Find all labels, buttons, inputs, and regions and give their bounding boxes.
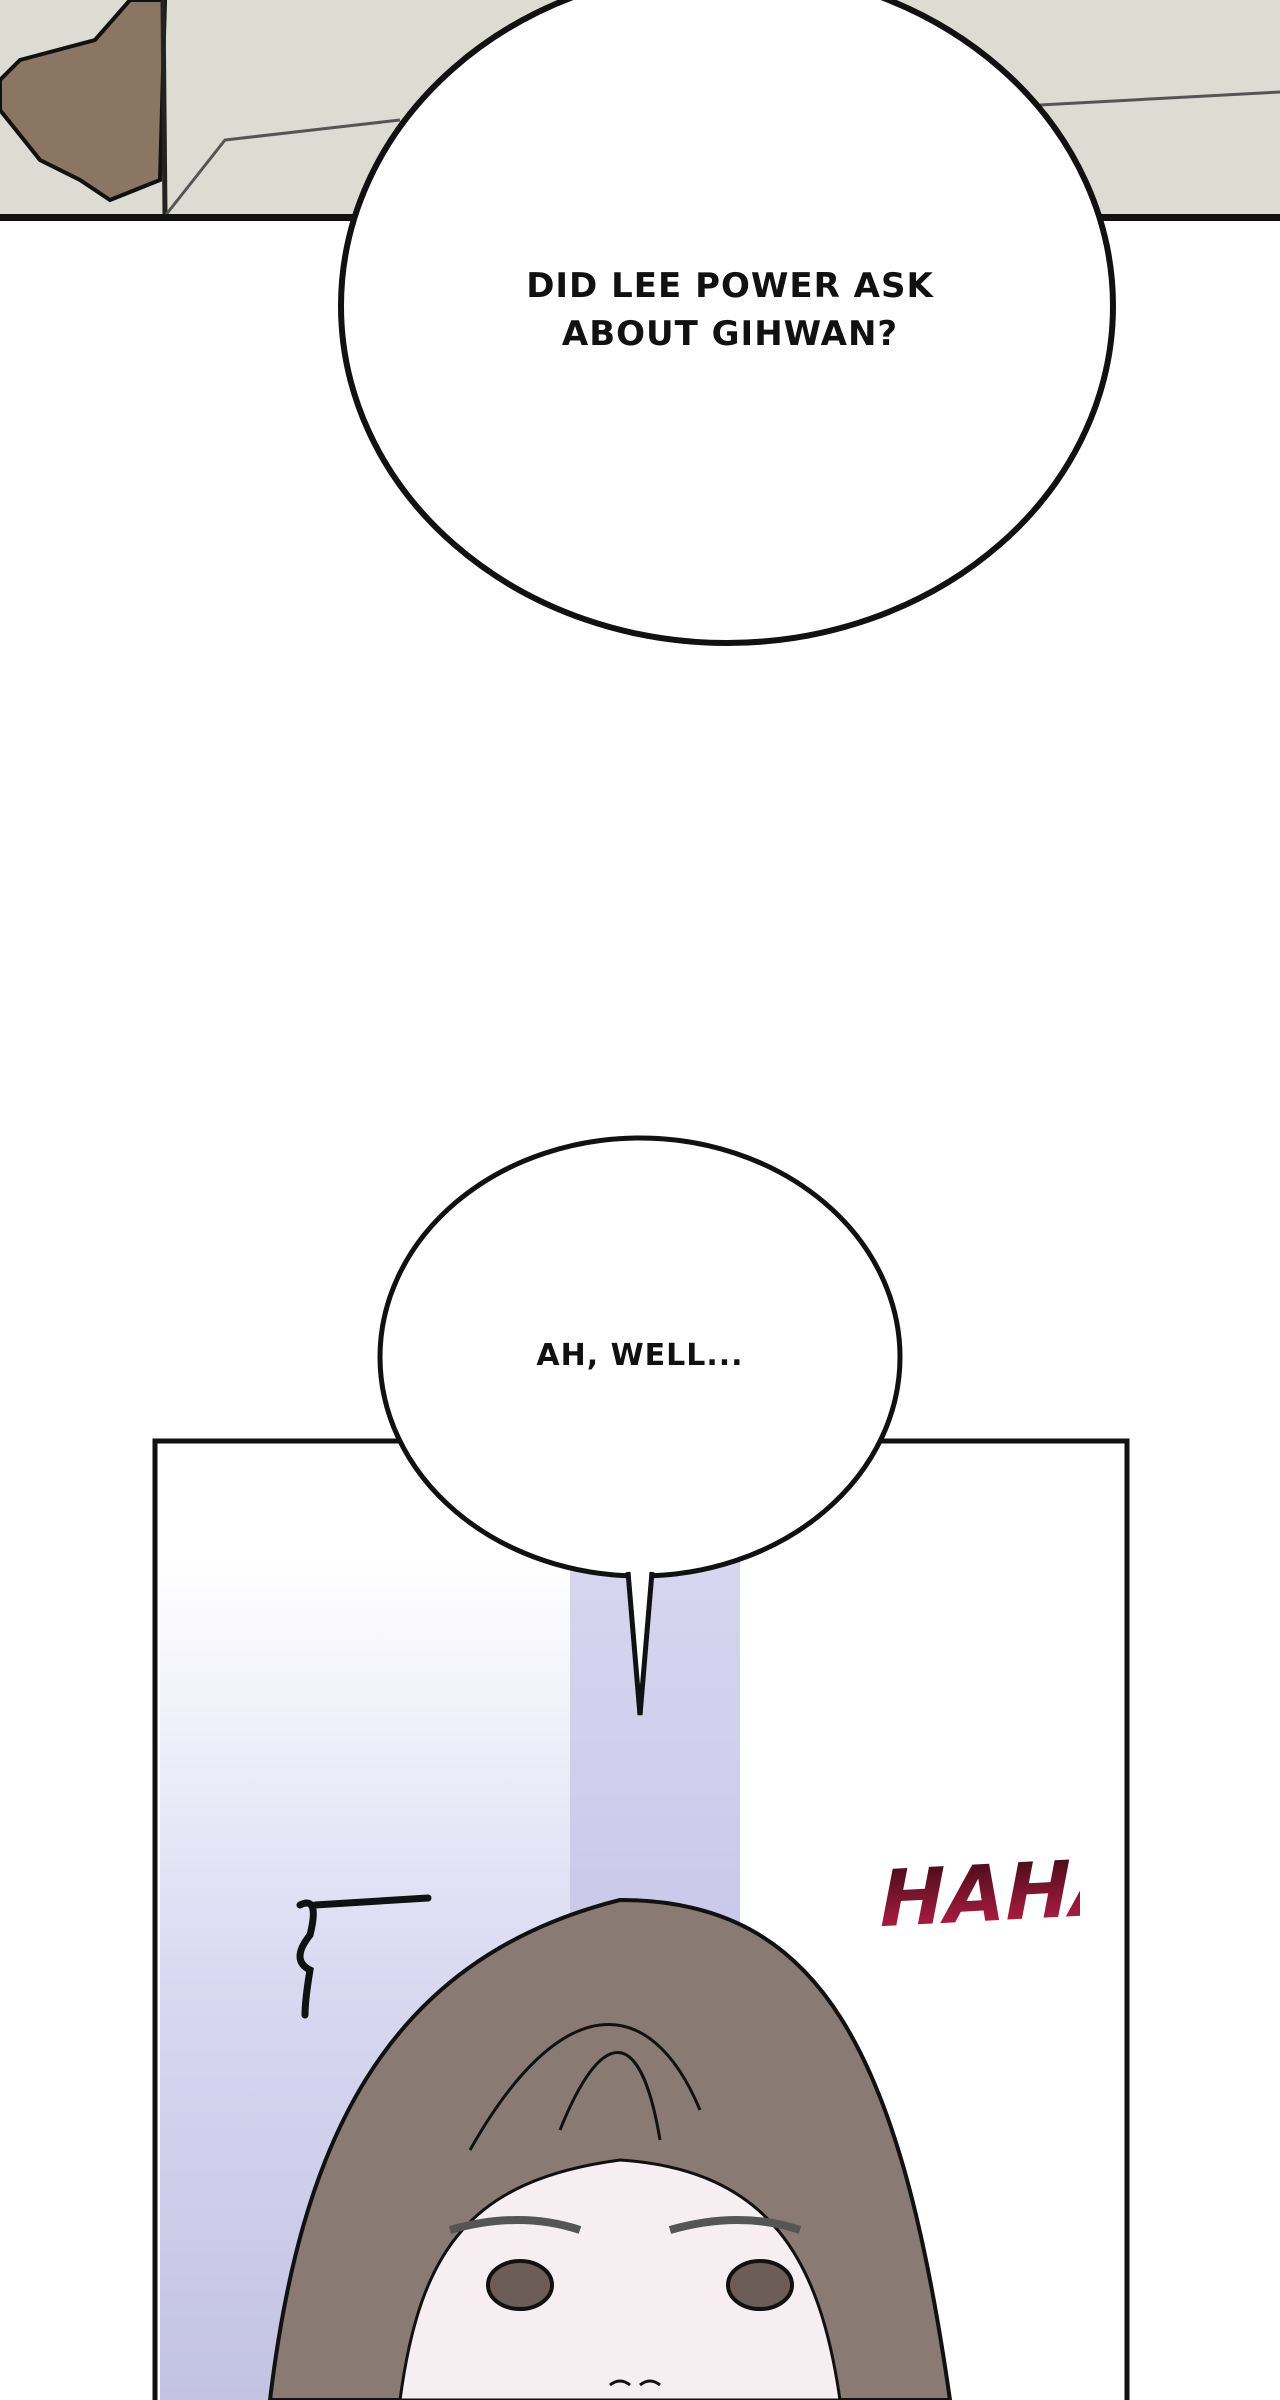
speech-bubble-1 (338, 0, 1116, 646)
bubble-text-line: ABOUT GIHWAN? (561, 314, 899, 354)
speech-bubble-2-text: AH, WELL... (536, 1338, 744, 1373)
bubble-text-line: DID LEE POWER ASK (526, 266, 934, 306)
sweat-squiggle-mark (296, 1894, 432, 2019)
right-eye (726, 2259, 794, 2311)
left-eye (486, 2259, 554, 2311)
sound-effect-haha: HAHA (880, 1842, 1132, 1946)
speech-bubble-2 (377, 1135, 903, 1716)
speech-bubble-1-text: DID LEE POWER ASK ABOUT GIHWAN? (440, 262, 1020, 358)
